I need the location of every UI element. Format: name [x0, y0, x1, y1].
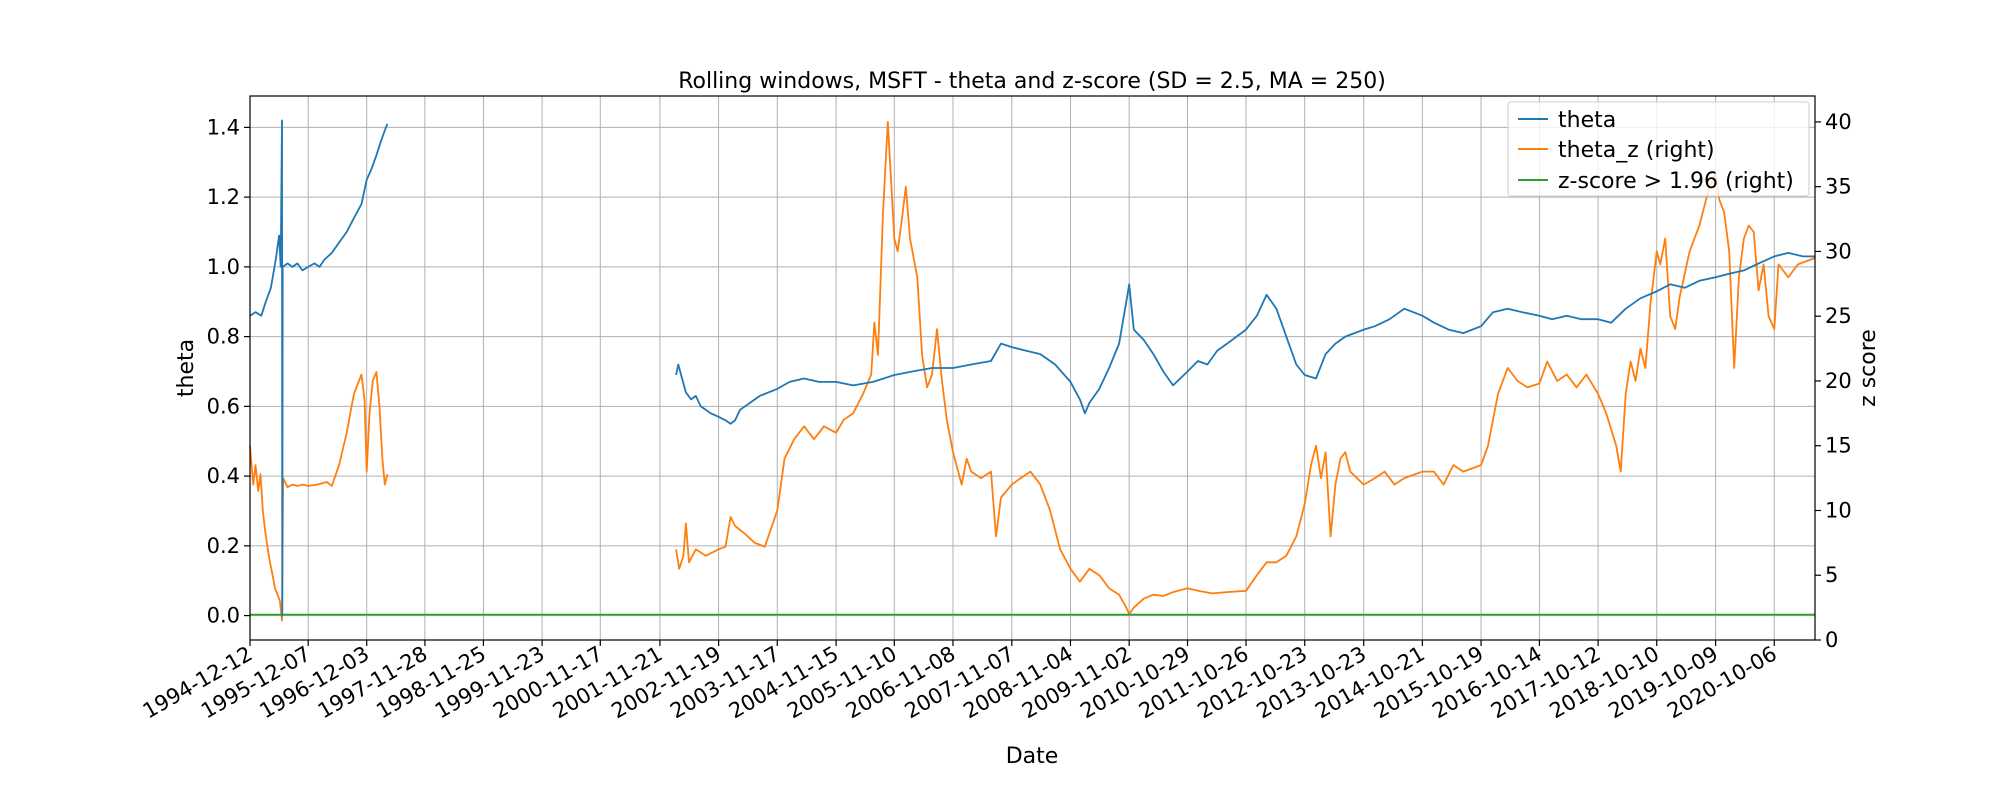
y-axis-right: 0 5 10 15 20 25 30 35 40 — [1815, 110, 1852, 652]
series-line-theta — [675, 251, 1815, 425]
y-axis-label: theta — [174, 339, 199, 397]
series-line-theta — [249, 119, 389, 617]
y-tick-label: 1.0 — [207, 255, 240, 279]
y-right-tick-label: 35 — [1825, 175, 1852, 199]
y-tick-label: 0.0 — [207, 604, 240, 628]
legend-label-theta-z: theta_z (right) — [1558, 138, 1715, 163]
x-axis-label: Date — [1006, 744, 1059, 769]
legend: theta theta_z (right) z-score > 1.96 (ri… — [1507, 101, 1810, 197]
legend-box — [1507, 101, 1810, 197]
legend-label-theta: theta — [1558, 108, 1616, 133]
y-right-tick-label: 5 — [1825, 563, 1838, 587]
legend-entry-z-threshold: z-score > 1.96 (right) — [1518, 169, 1794, 194]
series-line-theta-z-right- — [675, 121, 1816, 615]
y-right-tick-label: 20 — [1825, 369, 1852, 393]
y-tick-label: 0.2 — [207, 534, 240, 558]
y-axis-left: 0.0 0.2 0.4 0.6 0.8 1.0 1.2 1.4 — [207, 115, 250, 628]
legend-entry-theta-z: theta_z (right) — [1518, 138, 1715, 163]
y-right-tick-label: 15 — [1825, 434, 1852, 458]
y-right-tick-label: 25 — [1825, 304, 1852, 328]
y-right-tick-label: 30 — [1825, 239, 1852, 263]
legend-entry-theta: theta — [1518, 108, 1616, 133]
y-tick-label: 0.4 — [207, 464, 240, 488]
legend-label-z-threshold: z-score > 1.96 (right) — [1558, 169, 1794, 194]
x-axis: 1994-12-121995-12-071996-12-031997-11-28… — [139, 640, 1781, 723]
series-line-theta-z-right- — [249, 370, 389, 622]
chart-title: Rolling windows, MSFT - theta and z-scor… — [678, 69, 1386, 94]
y-right-tick-label: 10 — [1825, 498, 1852, 522]
y-right-tick-label: 40 — [1825, 110, 1852, 134]
y-tick-label: 1.2 — [207, 185, 240, 209]
plot-frame — [249, 95, 1816, 641]
y-axis-right-label: z score — [1856, 329, 1881, 407]
y-tick-label: 0.6 — [207, 394, 240, 418]
y-tick-label: 0.8 — [207, 325, 240, 349]
series-layer — [249, 119, 1816, 622]
y-tick-label: 1.4 — [207, 115, 240, 139]
y-right-tick-label: 0 — [1825, 628, 1838, 652]
